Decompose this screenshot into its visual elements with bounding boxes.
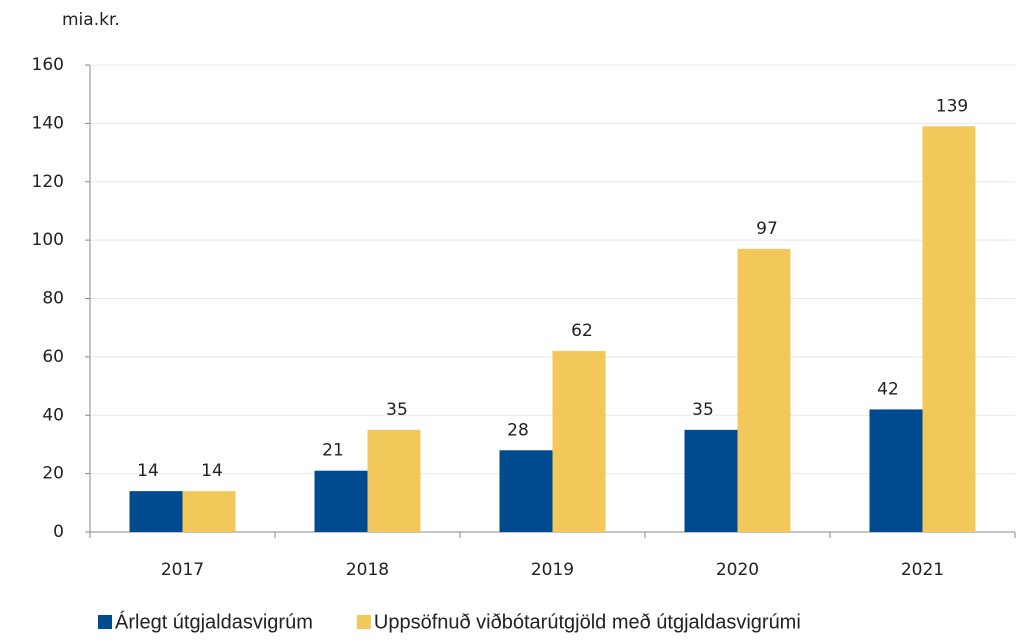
bar <box>367 429 421 532</box>
legend-swatch <box>356 615 371 629</box>
bar <box>182 491 236 532</box>
data-label: 97 <box>756 219 778 239</box>
bar <box>737 248 791 532</box>
data-label: 14 <box>201 461 223 481</box>
x-tick-label: 2019 <box>531 560 574 580</box>
data-label: 28 <box>507 420 529 440</box>
data-label: 139 <box>936 96 968 116</box>
data-label: 14 <box>137 461 159 481</box>
y-tick-label: 160 <box>32 55 64 75</box>
x-tick-label: 2018 <box>346 560 389 580</box>
bar <box>869 409 923 532</box>
y-tick-label: 0 <box>53 522 64 542</box>
x-tick-label: 2017 <box>161 560 204 580</box>
y-tick-label: 140 <box>32 113 64 133</box>
legend-swatch <box>98 615 112 629</box>
bar <box>684 429 738 532</box>
data-label: 35 <box>692 400 714 420</box>
data-label: 35 <box>386 400 408 420</box>
bar <box>552 351 606 532</box>
x-tick-label: 2020 <box>716 560 759 580</box>
y-tick-label: 20 <box>42 464 64 484</box>
y-tick-label: 80 <box>42 289 64 309</box>
bar <box>499 450 553 532</box>
data-label: 21 <box>322 441 344 461</box>
bar <box>129 491 183 532</box>
legend-label: Árlegt útgjaldasvigrúm <box>115 610 313 633</box>
y-tick-label: 40 <box>42 405 64 425</box>
bar <box>314 470 368 532</box>
data-label: 42 <box>877 379 899 399</box>
y-tick-label: 120 <box>32 172 64 192</box>
y-tick-label: 60 <box>42 347 64 367</box>
y-tick-label: 100 <box>32 230 64 250</box>
y-axis-label: mia.kr. <box>62 10 120 30</box>
legend-label: Uppsöfnuð viðbótarútgjöld með útgjaldasv… <box>374 611 801 633</box>
data-label: 62 <box>571 321 593 341</box>
bar <box>922 126 976 532</box>
x-tick-label: 2021 <box>901 560 944 580</box>
